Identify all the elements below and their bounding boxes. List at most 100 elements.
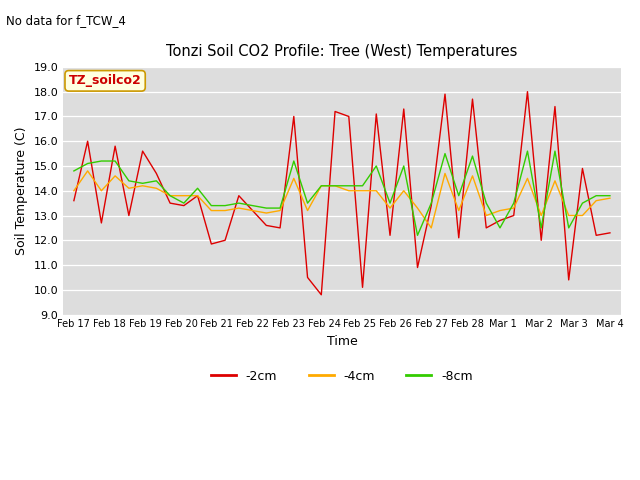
-4cm: [606, 195, 614, 201]
-8cm: [593, 193, 600, 199]
-8cm: [221, 203, 229, 208]
-4cm: [139, 183, 147, 189]
-2cm: [139, 148, 147, 154]
-4cm: [483, 213, 490, 218]
-8cm: [524, 148, 531, 154]
-4cm: [166, 193, 174, 199]
-2cm: [345, 114, 353, 120]
-8cm: [207, 203, 215, 208]
-2cm: [111, 144, 119, 149]
-4cm: [276, 208, 284, 214]
-8cm: [468, 153, 476, 159]
Text: No data for f_TCW_4: No data for f_TCW_4: [6, 14, 126, 27]
-4cm: [468, 173, 476, 179]
-4cm: [579, 213, 586, 218]
-4cm: [262, 210, 270, 216]
-2cm: [180, 203, 188, 208]
-2cm: [579, 166, 586, 171]
-4cm: [249, 208, 257, 214]
-4cm: [565, 213, 573, 218]
-8cm: [152, 178, 160, 184]
-8cm: [428, 200, 435, 206]
-4cm: [428, 225, 435, 231]
-8cm: [372, 163, 380, 169]
-2cm: [84, 138, 92, 144]
-8cm: [483, 200, 490, 206]
-8cm: [538, 225, 545, 231]
-8cm: [386, 200, 394, 206]
-8cm: [276, 205, 284, 211]
-2cm: [483, 225, 490, 231]
-4cm: [593, 198, 600, 204]
Title: Tonzi Soil CO2 Profile: Tree (West) Temperatures: Tonzi Soil CO2 Profile: Tree (West) Temp…: [166, 44, 518, 59]
-4cm: [70, 188, 77, 193]
-4cm: [111, 173, 119, 179]
-8cm: [111, 158, 119, 164]
-2cm: [166, 200, 174, 206]
-4cm: [207, 208, 215, 214]
-4cm: [304, 208, 312, 214]
-8cm: [304, 200, 312, 206]
-2cm: [235, 193, 243, 199]
-2cm: [221, 238, 229, 243]
-8cm: [496, 225, 504, 231]
Line: -4cm: -4cm: [74, 171, 610, 228]
-8cm: [139, 180, 147, 186]
-2cm: [428, 203, 435, 208]
-2cm: [441, 91, 449, 97]
-4cm: [180, 193, 188, 199]
-2cm: [606, 230, 614, 236]
-4cm: [441, 170, 449, 176]
-8cm: [579, 200, 586, 206]
-4cm: [510, 205, 518, 211]
-8cm: [358, 183, 366, 189]
-2cm: [207, 241, 215, 247]
-2cm: [496, 217, 504, 223]
-8cm: [249, 203, 257, 208]
-2cm: [538, 238, 545, 243]
-2cm: [372, 111, 380, 117]
-8cm: [510, 200, 518, 206]
-2cm: [317, 292, 325, 298]
-2cm: [593, 232, 600, 238]
-4cm: [221, 208, 229, 214]
-4cm: [332, 183, 339, 189]
-2cm: [332, 108, 339, 114]
-2cm: [290, 114, 298, 120]
-4cm: [152, 185, 160, 191]
-4cm: [524, 176, 531, 181]
-2cm: [194, 193, 202, 199]
-2cm: [386, 232, 394, 238]
-8cm: [332, 183, 339, 189]
-4cm: [194, 193, 202, 199]
-8cm: [455, 193, 463, 199]
-4cm: [97, 188, 105, 193]
-8cm: [262, 205, 270, 211]
-2cm: [152, 170, 160, 176]
-2cm: [304, 275, 312, 280]
Legend: -2cm, -4cm, -8cm: -2cm, -4cm, -8cm: [206, 365, 478, 387]
-4cm: [413, 205, 421, 211]
-4cm: [551, 178, 559, 184]
Text: TZ_soilco2: TZ_soilco2: [68, 74, 141, 87]
-4cm: [345, 188, 353, 193]
Line: -2cm: -2cm: [74, 92, 610, 295]
-4cm: [386, 205, 394, 211]
-4cm: [317, 183, 325, 189]
-2cm: [510, 213, 518, 218]
-2cm: [524, 89, 531, 95]
-8cm: [565, 225, 573, 231]
-8cm: [400, 163, 408, 169]
-4cm: [400, 188, 408, 193]
-2cm: [276, 225, 284, 231]
-8cm: [97, 158, 105, 164]
-8cm: [551, 148, 559, 154]
-8cm: [606, 193, 614, 199]
-8cm: [345, 183, 353, 189]
-4cm: [455, 208, 463, 214]
Line: -8cm: -8cm: [74, 151, 610, 235]
-4cm: [538, 213, 545, 218]
-2cm: [455, 235, 463, 240]
-8cm: [70, 168, 77, 174]
-2cm: [468, 96, 476, 102]
